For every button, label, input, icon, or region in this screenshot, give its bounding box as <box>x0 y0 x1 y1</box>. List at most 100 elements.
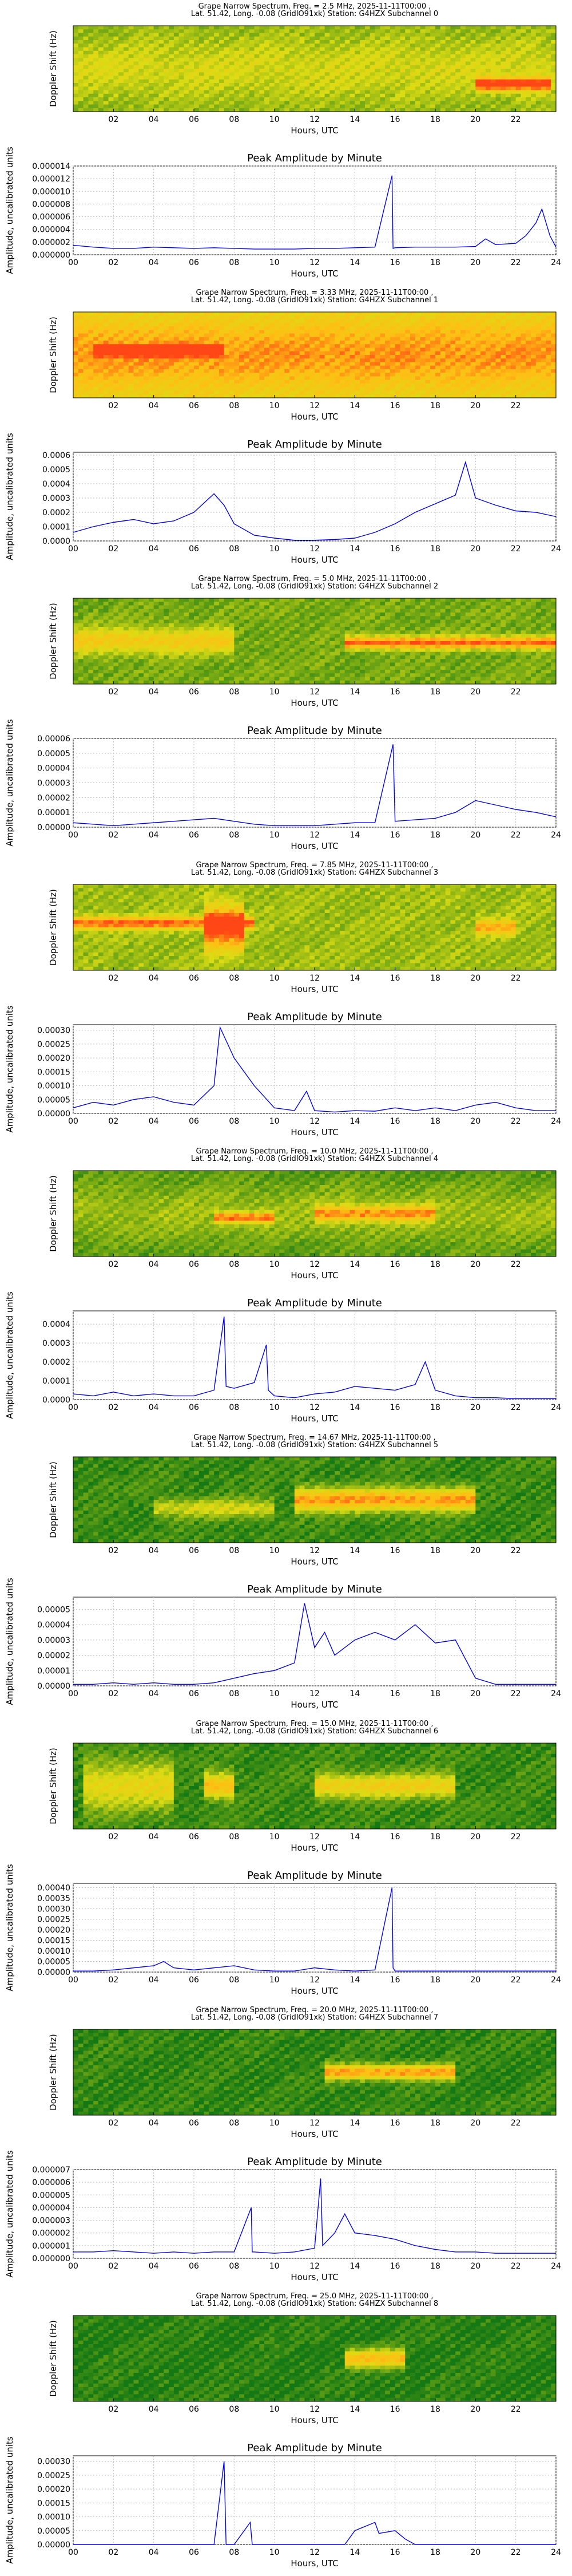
chart-10-xtick-3: 08 <box>229 1546 239 1555</box>
chart-5-xtick-4: 08 <box>229 831 239 840</box>
chart-10-xtick-5: 12 <box>309 1546 320 1555</box>
chart-12-xtick-6: 14 <box>349 1832 360 1842</box>
chart-11-xtick-8: 16 <box>390 1689 400 1698</box>
chart-9-xtick-6: 12 <box>309 1403 320 1412</box>
chart-0-xtick-5: 12 <box>309 115 320 124</box>
chart-8-title-line-1: Lat. 51.42, Long. -0.08 (GridIO91xk) Sta… <box>191 1155 438 1163</box>
chart-11-title: Peak Amplitude by Minute <box>247 1583 382 1595</box>
chart-1-ylabel: Amplitude, uncalibrated units <box>5 147 15 274</box>
chart-15-xtick-1: 02 <box>108 2262 118 2271</box>
chart-9-xtick-11: 22 <box>511 1403 521 1412</box>
chart-17-ytick-3: 0.00015 <box>37 2499 70 2508</box>
chart-11-xtick-12: 24 <box>551 1689 561 1698</box>
chart-11-xtick-10: 20 <box>470 1689 480 1698</box>
chart-10-xtick-8: 18 <box>430 1546 440 1555</box>
chart-15-ytick-4: 0.000004 <box>32 2203 70 2212</box>
chart-11-xtick-11: 22 <box>511 1689 521 1698</box>
chart-6-xtick-9: 20 <box>470 974 480 983</box>
chart-8-xlabel: Hours, UTC <box>291 1270 338 1281</box>
chart-5-ytick-4: 0.00004 <box>37 764 70 773</box>
chart-17-xtick-9: 18 <box>430 2548 440 2557</box>
chart-7-xtick-10: 20 <box>470 1117 480 1126</box>
chart-11-xtick-1: 02 <box>108 1689 118 1698</box>
chart-1-ytick-4: 0.000008 <box>32 200 70 209</box>
chart-2-title-line-1: Lat. 51.42, Long. -0.08 (GridIO91xk) Sta… <box>191 296 438 305</box>
chart-15-ylabel: Amplitude, uncalibrated units <box>5 2150 15 2278</box>
chart-6-title-line-1: Lat. 51.42, Long. -0.08 (GridIO91xk) Sta… <box>191 868 438 877</box>
chart-7-xlabel: Hours, UTC <box>291 1127 338 1137</box>
chart-1-xtick-10: 20 <box>470 258 480 267</box>
chart-5-xtick-2: 04 <box>149 831 159 840</box>
chart-15-xtick-11: 22 <box>511 2262 521 2271</box>
chart-13-ylabel: Amplitude, uncalibrated units <box>5 1864 15 1992</box>
chart-1-xtick-8: 16 <box>390 258 400 267</box>
chart-5-xtick-11: 22 <box>511 831 521 840</box>
chart-9-xtick-9: 18 <box>430 1403 440 1412</box>
chart-11-ylabel: Amplitude, uncalibrated units <box>5 1578 15 1705</box>
chart-17-title: Peak Amplitude by Minute <box>247 2442 382 2454</box>
chart-13-ytick-8: 0.00040 <box>37 1883 70 1893</box>
chart-13-ytick-5: 0.00025 <box>37 1915 70 1925</box>
chart-10-xtick-7: 16 <box>390 1546 400 1555</box>
chart-6-xtick-6: 14 <box>349 974 360 983</box>
chart-0-xtick-6: 14 <box>349 115 360 124</box>
chart-13-ytick-6: 0.00030 <box>37 1905 70 1914</box>
chart-2-heatmap-cells <box>73 312 557 398</box>
chart-17-xtick-4: 08 <box>229 2548 239 2557</box>
chart-11-xtick-5: 10 <box>269 1689 280 1698</box>
chart-7-xtick-9: 18 <box>430 1117 440 1126</box>
chart-5-xtick-7: 14 <box>349 831 360 840</box>
chart-5-title: Peak Amplitude by Minute <box>247 725 382 737</box>
chart-8-ylabel: Doppler Shift (Hz) <box>48 1175 58 1252</box>
chart-4-xtick-1: 04 <box>149 688 159 697</box>
chart-2-xtick-4: 10 <box>269 401 280 410</box>
chart-9-ytick-2: 0.0002 <box>42 1358 70 1367</box>
chart-16-title-line-1: Lat. 51.42, Long. -0.08 (GridIO91xk) Sta… <box>191 2300 438 2308</box>
chart-4-heatmap-cells <box>73 598 557 685</box>
chart-1-xtick-5: 10 <box>269 258 280 267</box>
chart-12-title-line-1: Lat. 51.42, Long. -0.08 (GridIO91xk) Sta… <box>191 1727 438 1736</box>
chart-2-xtick-5: 12 <box>309 401 320 410</box>
chart-7-series-line <box>73 1026 556 1113</box>
chart-11-ytick-5: 0.00005 <box>37 1605 70 1614</box>
chart-16-ylabel: Doppler Shift (Hz) <box>48 2320 58 2397</box>
chart-12-xtick-3: 08 <box>229 1832 239 1842</box>
chart-11-xtick-7: 14 <box>349 1689 360 1698</box>
chart-4-xtick-7: 16 <box>390 688 400 697</box>
chart-10-xtick-2: 06 <box>189 1546 199 1555</box>
chart-1-ytick-1: 0.000002 <box>32 238 70 247</box>
chart-9-ylabel: Amplitude, uncalibrated units <box>5 1291 15 1419</box>
chart-6-heatmap-cells <box>73 884 557 971</box>
chart-13-ytick-0: 0.00000 <box>37 1968 70 1977</box>
chart-7-xtick-8: 16 <box>390 1117 400 1126</box>
chart-17-xlabel: Hours, UTC <box>291 2558 338 2569</box>
chart-10-xtick-0: 02 <box>108 1546 118 1555</box>
chart-14-xtick-9: 20 <box>470 2119 480 2128</box>
chart-3-xtick-2: 04 <box>149 544 159 554</box>
chart-1-ytick-6: 0.000012 <box>32 175 70 184</box>
chart-17-xtick-5: 10 <box>269 2548 280 2557</box>
chart-14-xtick-7: 16 <box>390 2119 400 2128</box>
chart-8-heatmap-cells <box>73 1171 557 1257</box>
chart-5-ytick-3: 0.00003 <box>37 779 70 788</box>
chart-1-ytick-0: 0.000000 <box>32 251 70 260</box>
chart-4-xtick-9: 20 <box>470 688 480 697</box>
chart-8-xtick-6: 14 <box>349 1260 360 1269</box>
chart-3-xtick-8: 16 <box>390 544 400 554</box>
chart-3-series-line <box>73 461 557 541</box>
chart-13-ytick-2: 0.00010 <box>37 1947 70 1956</box>
chart-4-xtick-0: 02 <box>108 688 118 697</box>
chart-7-xtick-5: 10 <box>269 1117 280 1126</box>
chart-14-xtick-3: 08 <box>229 2119 239 2128</box>
chart-7-title: Peak Amplitude by Minute <box>247 1011 382 1023</box>
chart-8-xtick-1: 04 <box>149 1260 159 1269</box>
chart-11-xtick-4: 08 <box>229 1689 239 1698</box>
chart-11-ytick-2: 0.00002 <box>37 1652 70 1661</box>
chart-0-heatmap-cells <box>73 26 557 112</box>
chart-3-xtick-12: 24 <box>551 544 561 554</box>
chart-1-xtick-1: 02 <box>108 258 118 267</box>
chart-0-xtick-7: 16 <box>390 115 400 124</box>
chart-6-xtick-5: 12 <box>309 974 320 983</box>
chart-16-xtick-4: 10 <box>269 2405 280 2414</box>
chart-17-series-line <box>73 2461 556 2545</box>
